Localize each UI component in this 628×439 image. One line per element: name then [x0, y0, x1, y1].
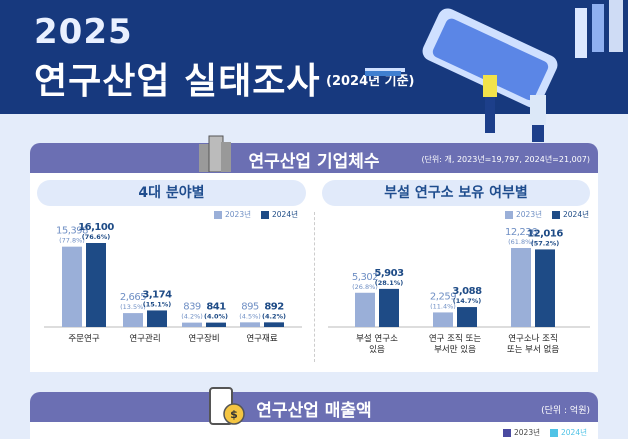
value-label: 5,903	[374, 268, 404, 279]
value-label: 2,259	[430, 291, 456, 302]
category-label: 연구재료	[246, 334, 277, 344]
value-label: 839	[183, 302, 201, 313]
bar-2023	[433, 312, 453, 327]
value-label: 841	[206, 302, 226, 313]
bar-2024	[86, 243, 106, 327]
bar-2023	[355, 292, 375, 327]
value-label: 12,236	[505, 227, 537, 238]
bar-2024	[457, 307, 477, 327]
legend-2023: 2023년	[514, 428, 540, 437]
bar-2024	[206, 322, 226, 327]
legend-2024: 2024년	[272, 210, 298, 219]
divider	[314, 212, 315, 362]
category-label: 있음	[369, 344, 385, 355]
bar-2024	[147, 310, 167, 327]
field-chart-title: 4대 분야별	[37, 180, 306, 206]
header-subtitle: (2024년 기준)	[326, 74, 415, 89]
bar-2023	[123, 313, 143, 327]
lab-chart-title: 부설 연구소 보유 여부별	[322, 180, 590, 206]
share-label: (14.7%)	[453, 297, 482, 305]
legend-2024: 2024년	[561, 428, 587, 437]
category-label: 연구소나 조직	[508, 333, 558, 344]
sales-panel	[30, 422, 598, 439]
value-label: 3,174	[142, 289, 172, 300]
share-label: (11.4%)	[430, 302, 456, 310]
building-icon	[199, 135, 231, 172]
header-title: 연구산업 실태조사	[34, 61, 321, 102]
legend-2023: 2023년	[516, 210, 542, 219]
value-label: 12,016	[527, 228, 563, 239]
share-label: (4.0%)	[204, 313, 228, 321]
company-count-title: 연구산업 기업체수	[248, 152, 380, 172]
share-label: (15.1%)	[143, 300, 172, 308]
bar-2023	[182, 322, 202, 327]
share-label: (77.8%)	[59, 237, 85, 245]
category-label: 또는 부서 없음	[507, 345, 560, 355]
share-label: (4.2%)	[262, 312, 286, 320]
category-label: 연구 조직 또는	[429, 333, 482, 344]
category-label: 연구관리	[129, 333, 160, 344]
value-label: 15,398	[56, 226, 88, 237]
legend-2024: 2024년	[563, 210, 589, 219]
svg-text:$: $	[230, 408, 238, 421]
bar-2023	[511, 248, 531, 327]
field-chart-legend: 2023년 2024년	[214, 209, 298, 220]
sales-unit: (단위 : 억원)	[541, 406, 590, 416]
share-label: (4.5%)	[239, 312, 261, 320]
share-label: (4.2%)	[181, 313, 203, 321]
share-label: (26.8%)	[352, 283, 378, 291]
bar-2024	[264, 322, 284, 327]
bar-2023	[62, 246, 82, 327]
category-label: 부서만 있음	[434, 344, 476, 355]
header-year: 2025	[34, 12, 133, 52]
legend-2023: 2023년	[225, 210, 251, 219]
category-label: 연구장비	[188, 333, 219, 344]
sales-title: 연구산업 매출액	[256, 401, 372, 421]
share-label: (76.6%)	[82, 233, 111, 241]
bar-2024	[535, 249, 555, 327]
share-label: (13.5%)	[120, 303, 146, 311]
category-label: 주문연구	[68, 334, 99, 344]
sales-legend: 2023년 2024년	[503, 427, 587, 438]
value-label: 892	[264, 301, 284, 312]
share-label: (57.2%)	[531, 239, 560, 247]
lab-chart-legend: 2023년 2024년	[505, 209, 589, 220]
category-label: 부설 연구소	[356, 333, 398, 344]
value-label: 2,665	[120, 292, 146, 303]
value-label: 895	[241, 301, 259, 312]
company-count-unit: (단위: 개, 2023년=19,797, 2024년=21,007)	[421, 155, 590, 164]
value-label: 3,088	[452, 286, 482, 297]
sales-header: 연구산업 매출액 (단위 : 억원)	[30, 392, 598, 422]
value-label: 5,302	[352, 272, 378, 283]
share-label: (61.8%)	[508, 238, 534, 246]
company-count-header: 연구산업 기업체수 (단위: 개, 2023년=19,797, 2024년=21…	[30, 143, 598, 173]
clipboard-dollar-icon: $	[209, 387, 245, 425]
survey-illustration	[365, 0, 623, 142]
bar-2023	[240, 322, 260, 327]
share-label: (28.1%)	[375, 279, 404, 287]
value-label: 16,100	[78, 222, 114, 233]
bar-2024	[379, 288, 399, 327]
